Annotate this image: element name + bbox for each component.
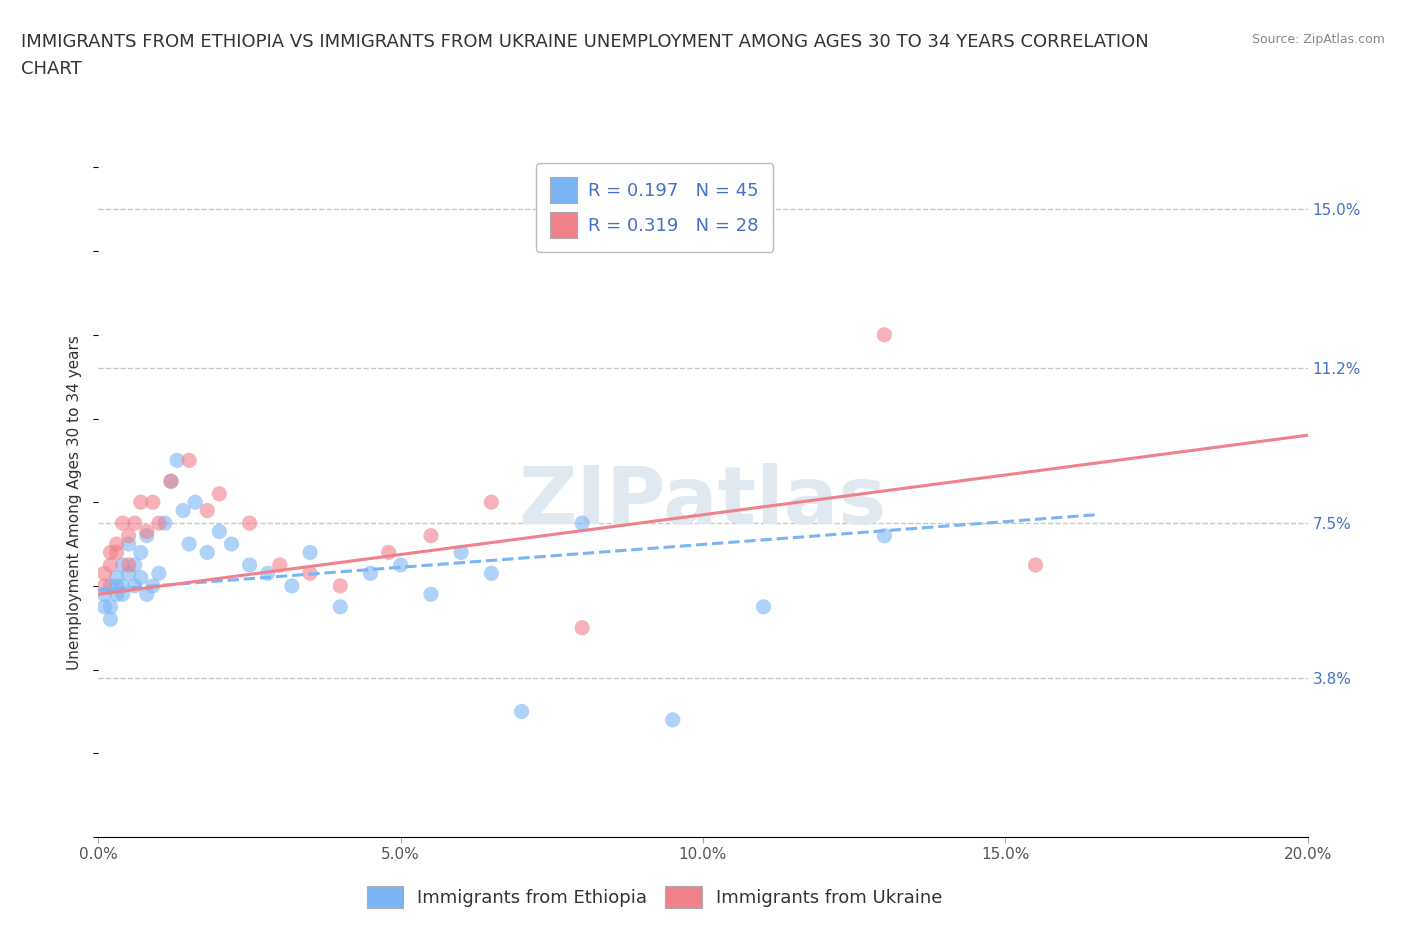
Point: [105, 578, 128, 593]
Point: [135, 587, 157, 602]
Point: [239, 516, 262, 531]
Point: [299, 545, 322, 560]
Point: [135, 528, 157, 543]
Point: [148, 565, 170, 580]
Point: [142, 495, 165, 510]
Point: [269, 558, 291, 573]
Point: [239, 558, 262, 573]
Point: [124, 578, 146, 593]
Point: [160, 474, 183, 489]
Point: [1024, 558, 1046, 573]
Point: [135, 525, 157, 539]
Point: [329, 600, 352, 615]
Point: [166, 453, 188, 468]
Point: [510, 704, 533, 719]
Point: [256, 565, 278, 580]
Point: [377, 545, 399, 560]
Point: [329, 578, 352, 593]
Point: [105, 570, 128, 585]
Text: ZIPatlas: ZIPatlas: [519, 463, 887, 541]
Point: [208, 486, 231, 501]
Point: [184, 495, 207, 510]
Point: [118, 565, 141, 580]
Point: [221, 537, 243, 551]
Legend: Immigrants from Ethiopia, Immigrants from Ukraine: Immigrants from Ethiopia, Immigrants fro…: [360, 879, 949, 915]
Point: [148, 516, 170, 531]
Point: [160, 474, 183, 489]
Point: [873, 327, 896, 342]
Point: [299, 565, 322, 580]
Point: [450, 545, 472, 560]
Y-axis label: Unemployment Among Ages 30 to 34 years: Unemployment Among Ages 30 to 34 years: [67, 335, 83, 670]
Point: [420, 587, 443, 602]
Point: [100, 545, 122, 560]
Point: [93, 578, 115, 593]
Point: [153, 516, 176, 531]
Point: [179, 537, 201, 551]
Point: [752, 600, 775, 615]
Point: [111, 558, 134, 573]
Text: CHART: CHART: [21, 60, 82, 78]
Point: [105, 545, 128, 560]
Point: [105, 587, 128, 602]
Point: [662, 712, 685, 727]
Point: [100, 578, 122, 593]
Point: [111, 516, 134, 531]
Point: [481, 495, 503, 510]
Point: [124, 558, 146, 573]
Point: [118, 537, 141, 551]
Point: [481, 565, 503, 580]
Point: [195, 545, 218, 560]
Point: [129, 570, 152, 585]
Point: [208, 525, 231, 539]
Point: [100, 558, 122, 573]
Point: [873, 528, 896, 543]
Point: [172, 503, 194, 518]
Point: [129, 545, 152, 560]
Point: [571, 516, 593, 531]
Point: [281, 578, 304, 593]
Point: [420, 528, 443, 543]
Point: [389, 558, 412, 573]
Point: [179, 453, 201, 468]
Point: [118, 528, 141, 543]
Point: [360, 565, 382, 580]
Point: [93, 600, 115, 615]
Point: [195, 503, 218, 518]
Point: [571, 620, 593, 635]
Point: [105, 537, 128, 551]
Point: [100, 612, 122, 627]
Point: [111, 587, 134, 602]
Point: [142, 578, 165, 593]
Text: IMMIGRANTS FROM ETHIOPIA VS IMMIGRANTS FROM UKRAINE UNEMPLOYMENT AMONG AGES 30 T: IMMIGRANTS FROM ETHIOPIA VS IMMIGRANTS F…: [21, 33, 1149, 50]
Point: [124, 516, 146, 531]
Point: [129, 495, 152, 510]
Point: [93, 587, 115, 602]
Point: [100, 600, 122, 615]
Point: [93, 565, 115, 580]
Point: [111, 578, 134, 593]
Text: Source: ZipAtlas.com: Source: ZipAtlas.com: [1251, 33, 1385, 46]
Point: [118, 558, 141, 573]
